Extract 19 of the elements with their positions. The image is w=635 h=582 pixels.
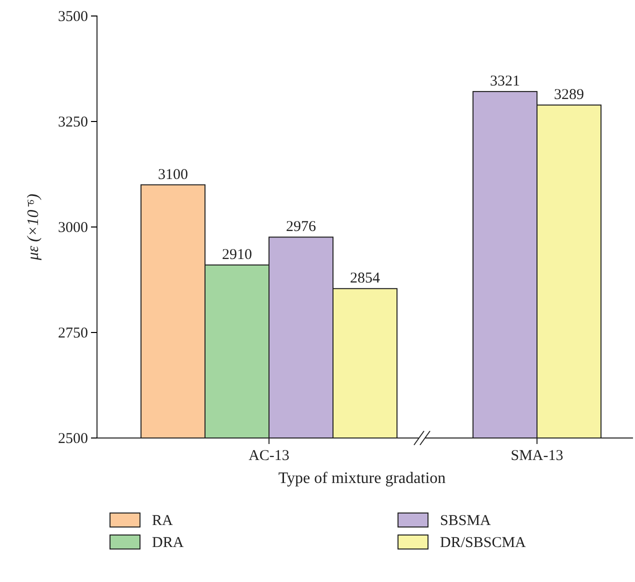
data-label: 2854: [350, 270, 380, 287]
legend-label: DRA: [152, 535, 184, 551]
x-tick-label: SMA-13: [510, 448, 564, 464]
y-tick-label: 3250: [58, 114, 88, 130]
x-tick-label: AC-13: [248, 448, 290, 464]
data-label: 2976: [286, 219, 316, 236]
y-tick-label: 2750: [58, 325, 88, 342]
x-axis-title: Type of mixture gradation: [278, 470, 446, 487]
data-label: 2910: [222, 246, 252, 263]
legend-label: DR/SBSCMA: [440, 535, 526, 551]
y-tick-label: 3000: [58, 220, 88, 236]
legend-label: SBSMA: [440, 513, 492, 529]
legend-label: RA: [152, 513, 174, 529]
data-label: 3100: [158, 166, 188, 183]
y-axis-title: με (×10⁻⁶): [25, 194, 42, 262]
y-tick-label: 2500: [58, 430, 88, 447]
data-label: 3321: [490, 74, 520, 90]
data-label: 3289: [554, 87, 584, 104]
y-tick-label: 3500: [58, 8, 88, 25]
